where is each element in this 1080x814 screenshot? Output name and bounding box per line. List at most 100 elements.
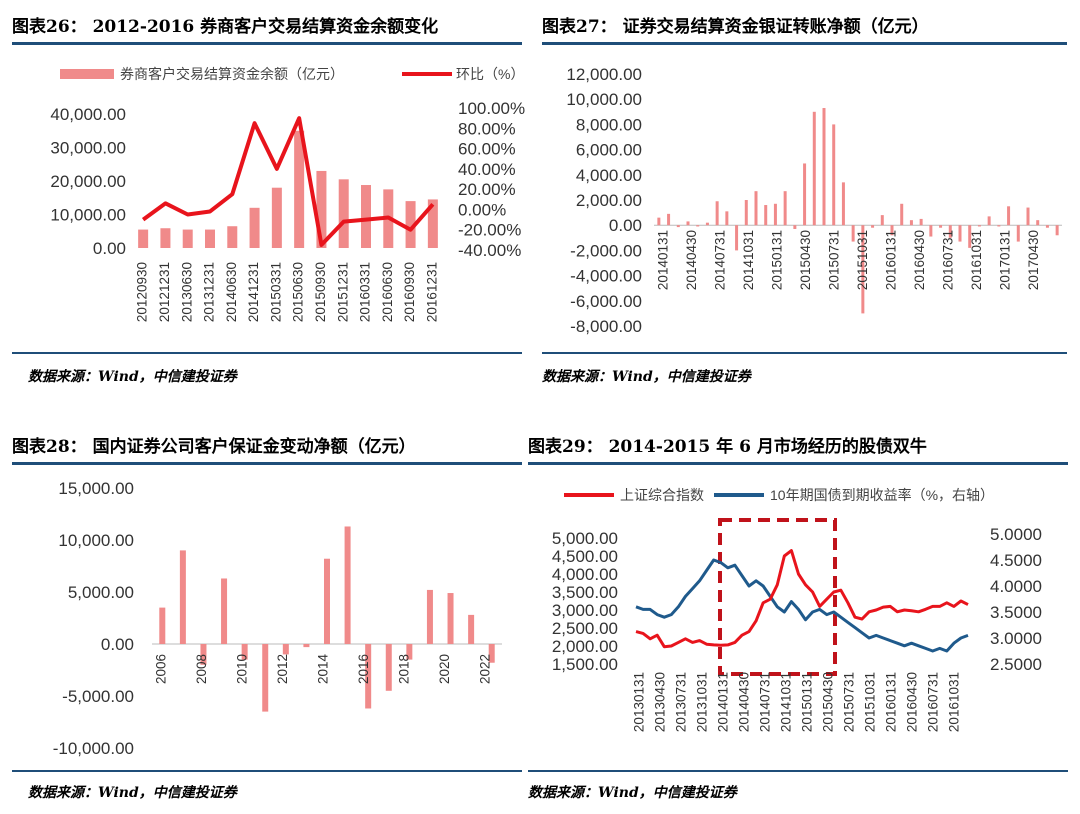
x-tick-label: 20150430 — [798, 230, 813, 290]
y-left-tick: 0.00 — [93, 239, 126, 258]
x-tick-label: 2010 — [235, 654, 250, 684]
x-tick-label: 20151031 — [863, 672, 878, 732]
chart28-plot: 15,000.00 10,000.00 5,000.00 0.00 -5,000.00 -… — [53, 479, 502, 758]
bar — [822, 108, 826, 226]
y-tick: 10,000.00 — [58, 531, 134, 550]
bar — [159, 607, 166, 644]
bar — [160, 228, 171, 248]
x-tick-label: 20160430 — [905, 672, 920, 732]
bar — [744, 200, 748, 226]
bar — [890, 225, 894, 236]
x-tick-label: 20130630 — [179, 262, 194, 322]
chart28-title: 图表28： 国内证券公司客户保证金变动净额（亿元） — [12, 437, 416, 457]
bar — [138, 229, 149, 248]
chart26-top-rule — [12, 42, 522, 45]
y-tick: -6,000.00 — [570, 292, 642, 311]
legend-line1-label: 上证综合指数 — [620, 487, 704, 503]
y-left-tick: 10,000.00 — [50, 206, 126, 225]
x-tick-label: 20140731 — [713, 230, 728, 290]
bar — [468, 614, 475, 644]
x-tick-label: 20140731 — [758, 672, 773, 732]
bar — [783, 191, 787, 226]
y-tick: 0.00 — [609, 216, 642, 235]
bar — [705, 222, 709, 226]
x-tick-label: 20170131 — [998, 230, 1013, 290]
bar — [221, 578, 228, 644]
y-right-tick: 40.00% — [458, 160, 516, 179]
x-tick-label: 20150630 — [291, 262, 306, 322]
y-right-tick: 4.0000 — [990, 577, 1042, 596]
chart27-top-rule — [542, 42, 1067, 45]
chart26-title: 图表26： 2012-2016 券商客户交易结算资金余额变化 — [12, 17, 439, 37]
bar — [316, 170, 327, 248]
y-tick: 8,000.00 — [576, 115, 642, 134]
x-tick-label: 20161031 — [969, 230, 984, 290]
x-tick-label: 20130430 — [653, 672, 668, 732]
y-left-tick: 40,000.00 — [50, 105, 126, 124]
x-tick-label: 2006 — [154, 654, 169, 684]
bar — [715, 201, 719, 226]
chart28-source: 数据来源：Wind，中信建投证券 — [28, 785, 237, 801]
legend-bar-swatch — [60, 69, 114, 79]
x-tick-label: 20141031 — [741, 230, 756, 290]
y-tick: -4,000.00 — [570, 267, 642, 286]
series-line-sse-index — [635, 549, 969, 649]
bar — [861, 225, 865, 314]
bar — [249, 207, 260, 248]
bar — [324, 558, 330, 644]
y-right-tick: 3.5000 — [990, 603, 1042, 622]
bar — [303, 644, 310, 648]
y-right-tick: 20.00% — [458, 180, 516, 199]
bar — [871, 225, 875, 228]
bar — [832, 124, 836, 226]
x-tick-label: 20140630 — [224, 262, 239, 322]
x-tick-label: 20160731 — [926, 672, 941, 732]
bar — [361, 185, 371, 248]
chart29-source: 数据来源：Wind，中信建投证券 — [528, 785, 737, 801]
chart26-bottom-rule — [12, 352, 522, 354]
y-tick: 5,000.00 — [68, 583, 134, 602]
y-right-tick: 60.00% — [458, 140, 516, 159]
bar — [754, 191, 758, 226]
series-line-change-rate — [141, 116, 435, 247]
x-tick-label: 20151031 — [855, 230, 870, 290]
y-tick: 0.00 — [101, 635, 134, 654]
y-tick: 2,000.00 — [576, 191, 642, 210]
x-tick-label: 20151231 — [335, 262, 350, 322]
y-tick: -10,000.00 — [53, 739, 134, 758]
bar — [764, 205, 768, 226]
x-tick-label: 20160131 — [884, 672, 899, 732]
x-tick-label: 20140131 — [656, 230, 671, 290]
bar — [365, 644, 372, 709]
y-left-tick: 20,000.00 — [50, 172, 126, 191]
bar — [271, 187, 282, 248]
bar — [968, 225, 972, 248]
bar — [676, 225, 680, 228]
bar — [179, 550, 186, 644]
y-tick: 12,000.00 — [566, 65, 642, 84]
legend-bar-label: 券商客户交易结算资金余额（亿元） — [120, 66, 344, 82]
x-tick-label: 20131231 — [202, 262, 217, 322]
bar — [939, 225, 943, 228]
bar — [294, 130, 305, 248]
bar — [977, 225, 981, 227]
bar — [406, 644, 413, 660]
bar — [447, 593, 454, 644]
y-left-tick: 1,500.00 — [552, 655, 618, 674]
y-right-tick: 3.0000 — [990, 629, 1042, 648]
x-tick-label: 2022 — [478, 654, 493, 684]
bar — [841, 182, 845, 226]
x-tick-label: 20150331 — [268, 262, 283, 322]
bar — [997, 225, 1001, 227]
y-tick: 4,000.00 — [576, 166, 642, 185]
x-tick-label: 20170430 — [1026, 230, 1041, 290]
x-tick-label: 2014 — [316, 654, 331, 685]
x-tick-label: 20130731 — [674, 672, 689, 732]
chart26-plot: 券商客户交易结算资金余额（亿元） 环比（%） 40,000.00 30,000.00 2… — [50, 66, 525, 322]
x-tick-label: 20121231 — [157, 262, 172, 322]
y-left-tick: 4,000.00 — [552, 565, 618, 584]
bar — [958, 225, 962, 242]
bar — [426, 589, 433, 644]
bar — [1055, 225, 1059, 236]
y-tick: -2,000.00 — [570, 241, 642, 260]
